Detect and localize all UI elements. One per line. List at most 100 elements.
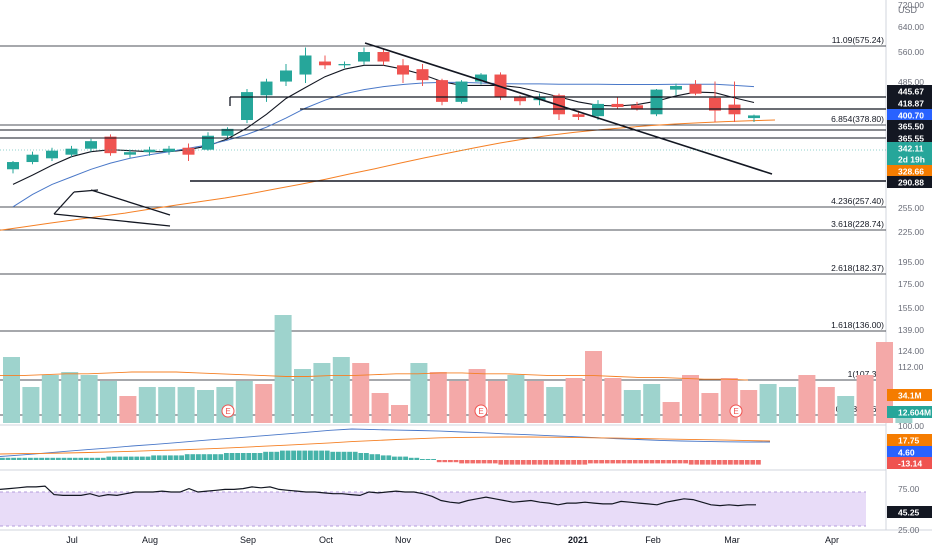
indicator-hist-bar (280, 450, 285, 460)
oscillator-line (0, 485, 756, 507)
price-marker (887, 109, 932, 121)
indicator-hist-bar (694, 460, 700, 465)
volume-bar (371, 393, 389, 423)
indicator-hist-bar (229, 453, 235, 460)
trendlines (0, 42, 886, 227)
oscillator-marker (887, 506, 932, 518)
indicator-hist-bar (291, 450, 296, 460)
indicator-hist-bar (207, 454, 212, 460)
indicator-hist-bar (700, 460, 705, 465)
indicator-hist-bar (537, 460, 543, 465)
indicator-hist-bar (677, 460, 683, 464)
pennant-left[interactable] (53, 191, 75, 215)
price-marker-label: 328.66 (898, 167, 924, 177)
indicator-hist-bar (162, 455, 168, 460)
indicator-hist-bar (660, 460, 666, 464)
indicator-hist-bar (33, 457, 39, 460)
candle-body (611, 103, 624, 108)
indicator-hist-bar (621, 460, 627, 464)
indicator-hist-bar (106, 456, 112, 460)
indicator-hist-bar (240, 453, 246, 460)
volume-bar (817, 387, 835, 423)
indicator-hist-bar (733, 460, 739, 465)
indicator-hist-bar (716, 460, 722, 465)
indicator-hist-bar (705, 460, 711, 465)
indicator-hist-bar (330, 451, 336, 460)
fib-level-label: 6.854(378.80) (831, 114, 884, 124)
indicator-hist-bar (5, 457, 11, 460)
indicator-hist-bar (78, 457, 84, 460)
price-marker (887, 85, 932, 97)
indicator-hist-bar (638, 460, 644, 464)
indicator-marker-label: 4.60 (898, 448, 915, 458)
earnings-marker-label: E (733, 407, 738, 416)
price-marker-label: 445.67 (898, 87, 924, 97)
candle-body (85, 141, 97, 149)
price-tick-label: 175.00 (898, 279, 924, 289)
indicator-hist-bar (184, 454, 190, 460)
indicator-hist-bar (464, 460, 470, 464)
volume-bar (643, 384, 661, 423)
indicator-hist-bar (112, 456, 117, 460)
indicator-hist-bar (588, 460, 593, 464)
candle-body (689, 84, 702, 94)
fib-level-label: 1(107.34) (848, 369, 885, 379)
volume-bar (837, 396, 855, 423)
indicator-hist-bar (481, 460, 487, 464)
candle-body (358, 52, 370, 62)
price-marker-label: 365.50 (898, 122, 924, 132)
indicator-hist-bar (61, 457, 67, 460)
indicator-line-a (0, 428, 770, 457)
price-tick-label: 25.00 (898, 525, 920, 535)
volume-marker (887, 406, 932, 418)
indicator-hist-bar (599, 460, 604, 464)
volume-bar (177, 387, 195, 423)
price-tick-label: 155.00 (898, 303, 924, 313)
indicator-hist-bar (459, 460, 464, 464)
volume-bar (565, 378, 583, 423)
indicator-hist-bar (571, 460, 576, 465)
candle-body (338, 64, 351, 66)
volume-marker (887, 389, 932, 401)
candle-body (65, 148, 78, 155)
pennant-lower[interactable] (53, 213, 171, 227)
indicator-hist-bar (84, 457, 89, 460)
volume-bar (235, 381, 253, 423)
price-tick-label: 112.00 (898, 362, 924, 372)
candle-body (260, 81, 273, 96)
indicator-hist-bar (196, 454, 201, 460)
indicator-hist-bar (554, 460, 560, 465)
indicator-hist-bar (179, 455, 184, 460)
price-tick-label: 255.00 (898, 203, 924, 213)
indicator-hist-bar (739, 460, 744, 465)
indicator-hist-bar (487, 460, 492, 464)
indicator-hist-bar (672, 460, 677, 464)
candle-body (299, 55, 312, 75)
candle-body (7, 162, 19, 170)
indicator-hist-bar (56, 457, 61, 460)
earnings-marker[interactable] (221, 404, 235, 418)
indicator-hist-bar (268, 451, 274, 460)
indicator-hist-bar (11, 457, 16, 460)
indicator-hist-bar (666, 460, 672, 464)
indicator-hist-bar (352, 451, 358, 460)
indicator-hist-bar (16, 457, 22, 460)
indicator-hist-bar (509, 460, 515, 465)
candle-body (748, 115, 760, 119)
earnings-marker[interactable] (729, 404, 743, 418)
price-marker-label: 290.88 (898, 178, 924, 188)
indicator-hist-bar (246, 453, 252, 460)
indicator-hist-bar (201, 454, 207, 460)
candle-body (241, 92, 253, 121)
volume-bar (255, 384, 273, 423)
indicator-hist-bar (302, 450, 308, 460)
fib-level-label: 11.09(575.24) (832, 35, 884, 45)
earnings-marker[interactable] (474, 404, 488, 418)
indicator-hist-bar (190, 454, 196, 460)
pennant-upper[interactable] (90, 189, 171, 216)
price-marker (887, 142, 932, 154)
volume-bar (876, 342, 893, 423)
candle-body (709, 97, 721, 111)
